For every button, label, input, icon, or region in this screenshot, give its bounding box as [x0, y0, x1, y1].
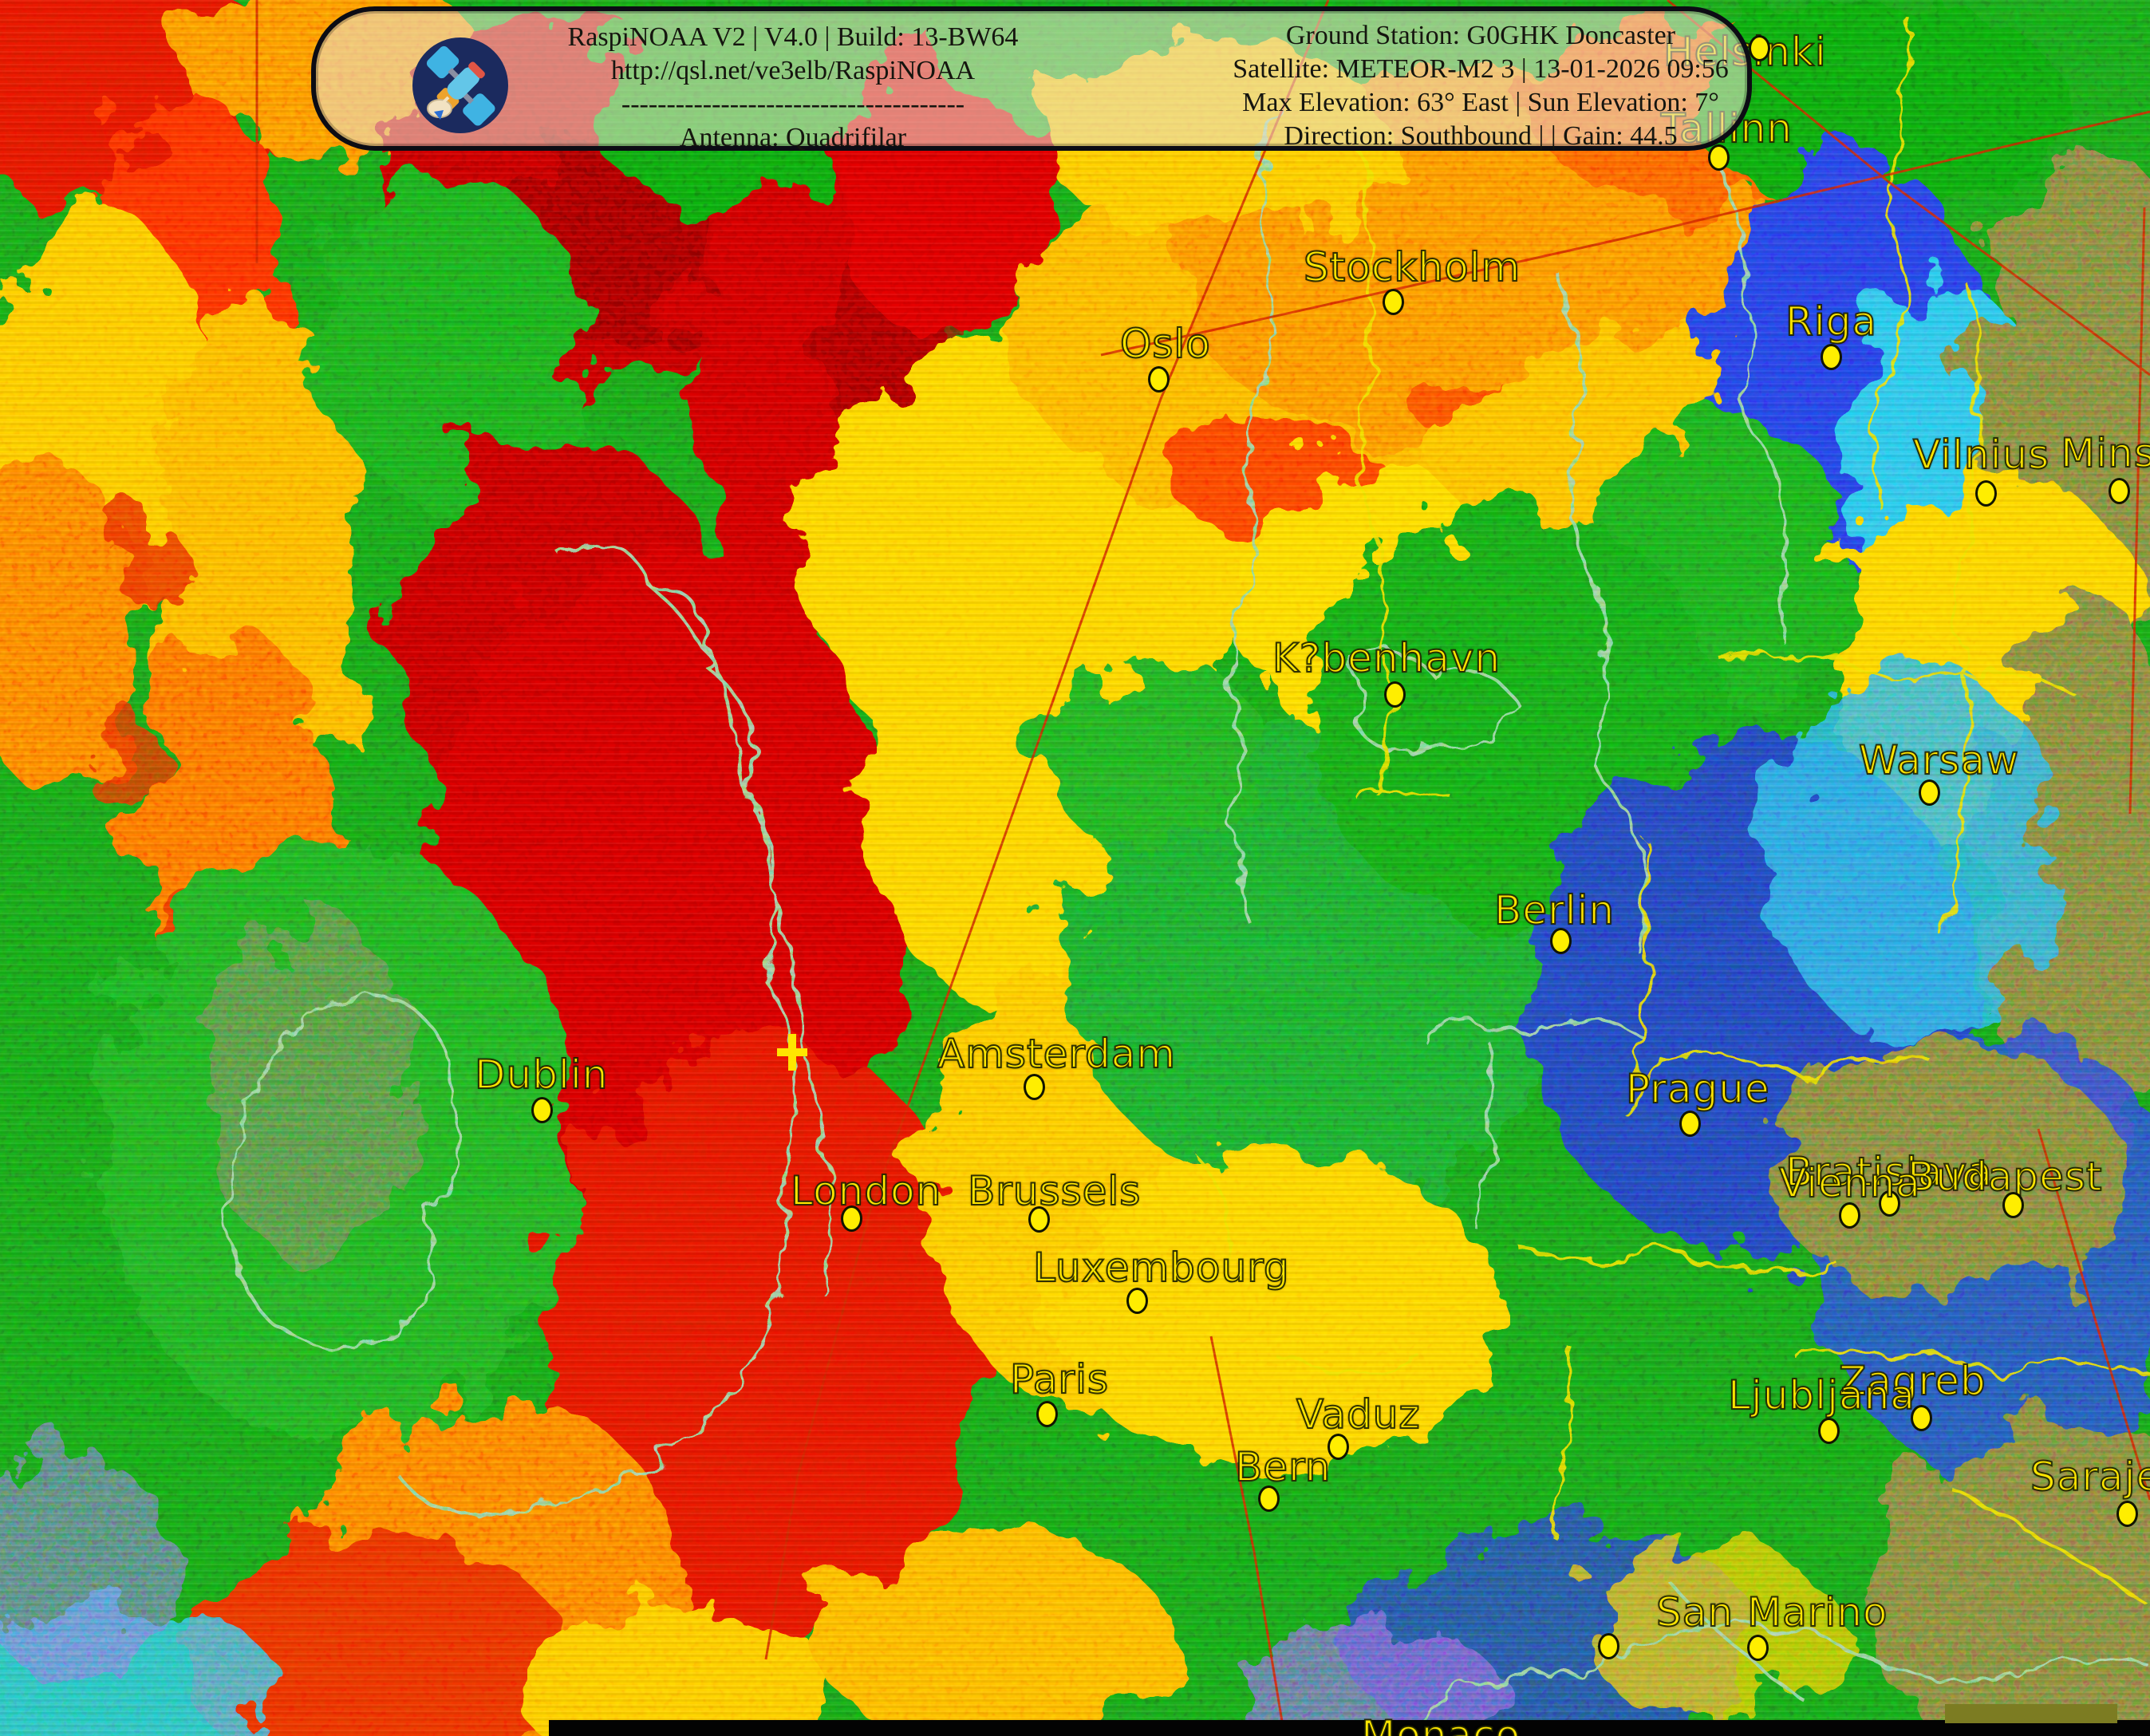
city-dot	[1036, 1401, 1058, 1427]
antenna-info-text: Antenna: Quadrifilar	[679, 123, 907, 152]
city-dot	[2116, 1501, 2138, 1527]
city-dot	[1679, 1111, 1701, 1137]
city-label: Brussels	[967, 1168, 1142, 1214]
city-label: Prague	[1625, 1066, 1770, 1112]
crosshair-marker	[777, 1034, 807, 1071]
city-label: Riga	[1785, 298, 1878, 345]
city-dot	[1598, 1633, 1619, 1659]
city-dot	[531, 1097, 553, 1123]
city-label: Paris	[1009, 1356, 1110, 1403]
satellite-logo-icon	[410, 35, 511, 136]
city-dot	[1028, 1206, 1050, 1233]
city-label: Minsk	[2060, 430, 2150, 476]
city-label: K?benhavn	[1272, 635, 1501, 681]
image-end-black-band	[549, 1720, 2150, 1736]
city-dot	[2109, 478, 2130, 504]
city-dot	[1148, 366, 1170, 393]
city-dot	[1879, 1190, 1900, 1217]
city-label: Vilnius	[1912, 432, 2050, 478]
satellite-pass-text: Satellite: METEOR-M2 3 | 13-01-2026 09:5…	[1233, 54, 1729, 84]
image-end-olive-strip	[1945, 1704, 2117, 1723]
city-dot	[1383, 289, 1404, 315]
city-dot	[1708, 144, 1730, 171]
city-dot	[1747, 1635, 1769, 1661]
city-label: Vaduz	[1296, 1391, 1421, 1438]
city-label: Zagreb	[1838, 1358, 1986, 1404]
city-label: Bern	[1234, 1444, 1331, 1490]
city-label: London	[790, 1168, 942, 1214]
city-label: Ljubljana	[1727, 1372, 1915, 1418]
city-label: Amsterdam	[937, 1031, 1177, 1077]
city-dot	[1919, 779, 1940, 806]
city-label: Luxembourg	[1032, 1245, 1290, 1291]
header-info-box: RaspiNOAA V2 | V4.0 | Build: 13-BW64 htt…	[311, 6, 1752, 152]
city-label: Stockholm	[1303, 244, 1521, 290]
city-label: Sarajevo	[2030, 1454, 2150, 1500]
city-label: Vienna	[1778, 1160, 1921, 1206]
city-dot	[2002, 1192, 2024, 1218]
city-dot	[841, 1205, 862, 1232]
city-label: Dublin	[474, 1051, 609, 1098]
city-label: Berlin	[1493, 887, 1615, 933]
ground-station-text: Ground Station: G0GHK Doncaster	[1285, 21, 1676, 50]
city-dot	[1818, 1418, 1840, 1444]
direction-gain-text: Direction: Southbound | | Gain: 44.5	[1284, 121, 1678, 151]
city-dot	[1550, 928, 1572, 954]
city-label: San Marino	[1655, 1589, 1888, 1635]
city-dot	[1024, 1074, 1045, 1100]
city-dot	[1975, 480, 1997, 507]
city-dot	[1126, 1288, 1148, 1314]
city-label: Monaco	[1360, 1712, 1521, 1736]
city-dot	[1258, 1485, 1280, 1512]
city-dot	[1327, 1434, 1349, 1460]
city-dot	[1911, 1405, 1932, 1431]
city-label: Budapest	[1907, 1154, 2103, 1200]
city-dot	[1749, 35, 1770, 61]
city-label: Bratislava	[1785, 1149, 1993, 1195]
city-label: Warsaw	[1858, 737, 2020, 783]
city-label: Oslo	[1119, 321, 1211, 367]
city-dot	[1839, 1202, 1860, 1229]
app-url-text: http://qsl.net/ve3elb/RaspiNOAA	[610, 56, 976, 85]
city-dot	[1384, 681, 1406, 708]
separator-dashes: --------------------------------------	[621, 89, 965, 119]
city-dot	[1821, 344, 1842, 370]
app-version-text: RaspiNOAA V2 | V4.0 | Build: 13-BW64	[567, 22, 1019, 52]
elevation-text: Max Elevation: 63° East | Sun Elevation:…	[1242, 88, 1719, 117]
